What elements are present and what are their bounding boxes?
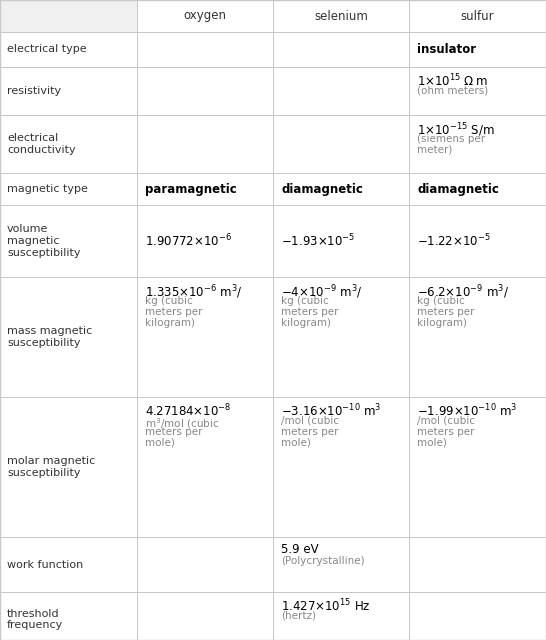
Text: oxygen: oxygen	[183, 10, 227, 22]
Bar	[0, 205, 137, 277]
Text: threshold
frequency: threshold frequency	[7, 609, 63, 630]
Text: volume
magnetic
susceptibility: volume magnetic susceptibility	[7, 225, 80, 257]
Text: diamagnetic: diamagnetic	[281, 182, 363, 195]
Bar	[273, 115, 409, 173]
Bar	[137, 67, 273, 115]
Bar	[0, 115, 137, 173]
Bar	[273, 173, 409, 205]
Bar	[273, 67, 409, 115]
Text: 5.9 eV: 5.9 eV	[281, 543, 319, 556]
Text: 1.90772×10$^{-6}$: 1.90772×10$^{-6}$	[145, 233, 232, 250]
Text: mole): mole)	[417, 438, 447, 447]
Text: kg (cubic: kg (cubic	[145, 296, 193, 306]
Bar	[409, 205, 546, 277]
Text: work function: work function	[7, 559, 83, 570]
Text: 1×10$^{15}$ Ω m: 1×10$^{15}$ Ω m	[417, 73, 488, 90]
Text: insulator: insulator	[417, 43, 476, 56]
Text: kg (cubic: kg (cubic	[417, 296, 465, 306]
Bar	[137, 32, 273, 67]
Bar	[137, 537, 273, 592]
Text: 4.27184×10$^{-8}$: 4.27184×10$^{-8}$	[145, 403, 232, 420]
Bar	[0, 173, 137, 205]
Bar	[409, 67, 546, 115]
Text: −1.93×10$^{-5}$: −1.93×10$^{-5}$	[281, 233, 355, 250]
Text: magnetic type: magnetic type	[7, 184, 88, 194]
Text: sulfur: sulfur	[461, 10, 494, 22]
Text: −6.2×10$^{-9}$ m$^3$/: −6.2×10$^{-9}$ m$^3$/	[417, 283, 509, 301]
Text: meters per: meters per	[281, 427, 339, 436]
Bar	[0, 592, 137, 640]
Bar	[0, 67, 137, 115]
Bar	[137, 397, 273, 537]
Text: meter): meter)	[417, 145, 453, 155]
Text: kilogram): kilogram)	[281, 317, 331, 328]
Bar	[273, 537, 409, 592]
Bar	[409, 277, 546, 397]
Text: mole): mole)	[281, 438, 311, 447]
Bar	[273, 592, 409, 640]
Bar	[137, 173, 273, 205]
Text: m$^3$/mol (cubic: m$^3$/mol (cubic	[145, 416, 219, 431]
Text: resistivity: resistivity	[7, 86, 61, 96]
Text: selenium: selenium	[314, 10, 368, 22]
Bar	[137, 205, 273, 277]
Bar	[0, 277, 137, 397]
Text: kilogram): kilogram)	[417, 317, 467, 328]
Bar	[409, 592, 546, 640]
Text: electrical
conductivity: electrical conductivity	[7, 133, 76, 155]
Bar	[137, 0, 273, 32]
Text: mole): mole)	[145, 438, 175, 447]
Text: kilogram): kilogram)	[145, 317, 195, 328]
Text: 1.335×10$^{-6}$ m$^3$/: 1.335×10$^{-6}$ m$^3$/	[145, 283, 243, 301]
Text: 1.427×10$^{15}$ Hz: 1.427×10$^{15}$ Hz	[281, 598, 371, 614]
Bar	[0, 0, 137, 32]
Text: −1.99×10$^{-10}$ m$^3$: −1.99×10$^{-10}$ m$^3$	[417, 403, 518, 420]
Text: meters per: meters per	[417, 427, 474, 436]
Bar	[273, 32, 409, 67]
Bar	[409, 537, 546, 592]
Bar	[409, 115, 546, 173]
Bar	[137, 592, 273, 640]
Text: meters per: meters per	[145, 307, 203, 317]
Bar	[409, 0, 546, 32]
Text: paramagnetic: paramagnetic	[145, 182, 237, 195]
Bar	[0, 32, 137, 67]
Text: meters per: meters per	[281, 307, 339, 317]
Text: −4×10$^{-9}$ m$^3$/: −4×10$^{-9}$ m$^3$/	[281, 283, 363, 301]
Text: meters per: meters per	[417, 307, 474, 317]
Text: (Polycrystalline): (Polycrystalline)	[281, 556, 365, 566]
Text: (ohm meters): (ohm meters)	[417, 86, 488, 96]
Bar	[0, 397, 137, 537]
Bar	[0, 537, 137, 592]
Text: /mol (cubic: /mol (cubic	[281, 416, 339, 426]
Bar	[409, 173, 546, 205]
Text: −3.16×10$^{-10}$ m$^3$: −3.16×10$^{-10}$ m$^3$	[281, 403, 382, 420]
Text: meters per: meters per	[145, 427, 203, 436]
Bar	[409, 397, 546, 537]
Bar	[273, 277, 409, 397]
Bar	[273, 205, 409, 277]
Text: (hertz): (hertz)	[281, 611, 316, 621]
Text: (siemens per: (siemens per	[417, 134, 485, 144]
Text: /mol (cubic: /mol (cubic	[417, 416, 475, 426]
Text: 1×10$^{-15}$ S/m: 1×10$^{-15}$ S/m	[417, 121, 495, 139]
Bar	[273, 397, 409, 537]
Bar	[409, 32, 546, 67]
Text: electrical type: electrical type	[7, 45, 87, 54]
Text: mass magnetic
susceptibility: mass magnetic susceptibility	[7, 326, 92, 348]
Text: molar magnetic
susceptibility: molar magnetic susceptibility	[7, 456, 95, 478]
Bar	[137, 277, 273, 397]
Text: kg (cubic: kg (cubic	[281, 296, 329, 306]
Bar	[137, 115, 273, 173]
Bar	[273, 0, 409, 32]
Text: diamagnetic: diamagnetic	[417, 182, 499, 195]
Text: −1.22×10$^{-5}$: −1.22×10$^{-5}$	[417, 233, 491, 250]
